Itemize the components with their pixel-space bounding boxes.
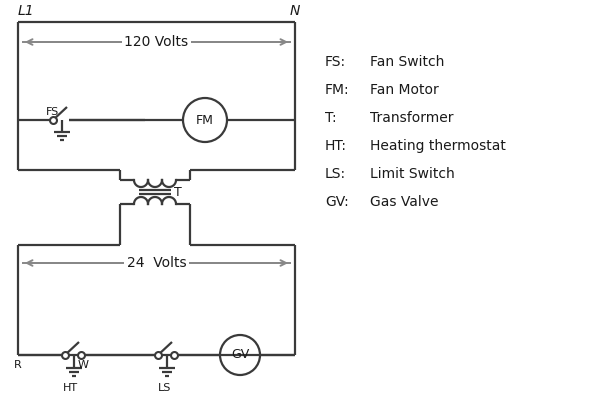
Text: LS:: LS: — [325, 167, 346, 181]
Text: Heating thermostat: Heating thermostat — [370, 139, 506, 153]
Text: Fan Motor: Fan Motor — [370, 83, 439, 97]
Text: FM: FM — [196, 114, 214, 126]
Text: HT: HT — [63, 383, 77, 393]
Text: FS: FS — [46, 107, 59, 117]
Text: T: T — [174, 186, 182, 198]
Text: N: N — [290, 4, 300, 18]
Text: FS:: FS: — [325, 55, 346, 69]
Text: GV: GV — [231, 348, 249, 362]
Text: HT:: HT: — [325, 139, 347, 153]
Text: R: R — [14, 360, 22, 370]
Text: 24  Volts: 24 Volts — [127, 256, 186, 270]
Text: GV:: GV: — [325, 195, 349, 209]
Text: W: W — [77, 360, 88, 370]
Text: L1: L1 — [18, 4, 35, 18]
Text: Limit Switch: Limit Switch — [370, 167, 455, 181]
Text: Fan Switch: Fan Switch — [370, 55, 444, 69]
Text: T:: T: — [325, 111, 337, 125]
Text: 120 Volts: 120 Volts — [124, 35, 189, 49]
Text: Gas Valve: Gas Valve — [370, 195, 438, 209]
Text: FM:: FM: — [325, 83, 350, 97]
Text: Transformer: Transformer — [370, 111, 454, 125]
Text: LS: LS — [158, 383, 172, 393]
